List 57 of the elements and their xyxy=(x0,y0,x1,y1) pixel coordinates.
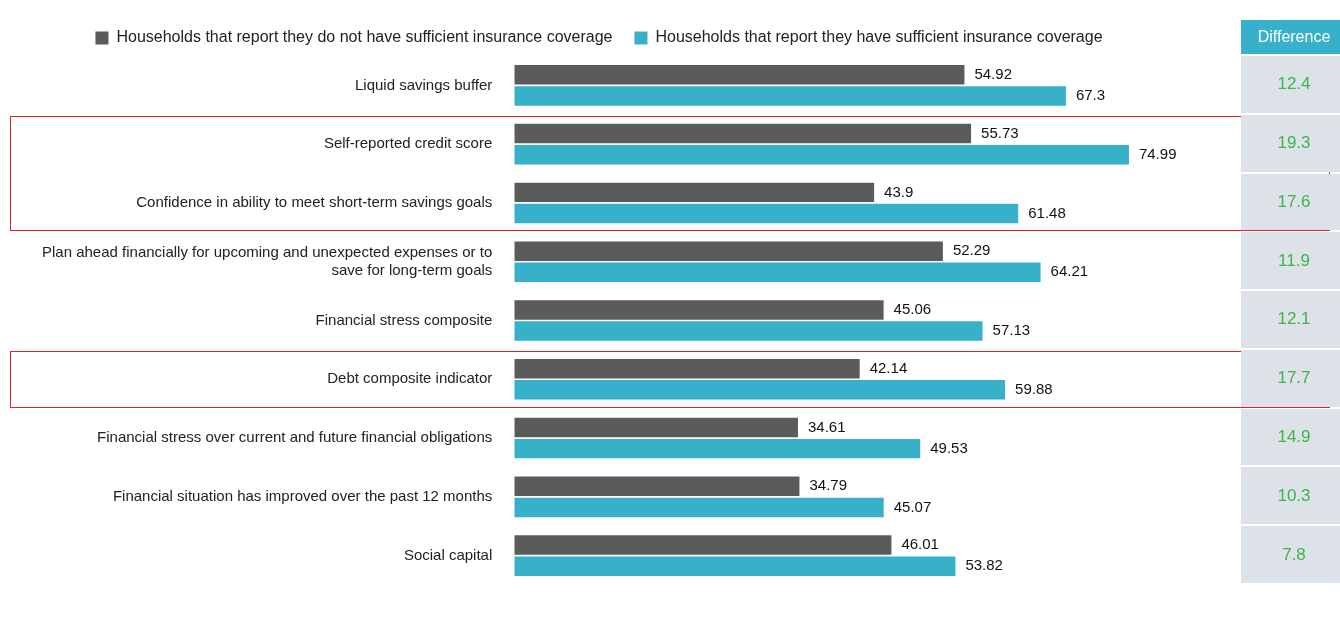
y-tick-label: Financial stress over current and future financial obligations xyxy=(97,428,493,446)
y-tick-label: Financial situation has improved over the past 12 months xyxy=(112,486,493,504)
bar xyxy=(514,380,1006,400)
y-tick-label: Liquid savings buffer xyxy=(354,75,493,93)
text: 17.6 xyxy=(1241,173,1340,231)
y-tick-label: Debt composite indicator xyxy=(327,369,493,387)
text: 11.9 xyxy=(1241,232,1340,290)
data-label: 49.53 xyxy=(930,438,968,456)
data-label: 52.29 xyxy=(952,241,991,259)
text: Difference xyxy=(1241,20,1340,54)
bar xyxy=(514,476,800,496)
legend-label: Households that report they do not have sufficient insurance coverage xyxy=(116,28,613,46)
bar xyxy=(514,417,798,438)
text: 10.3 xyxy=(1241,467,1340,525)
data-label: 34.79 xyxy=(809,476,847,494)
legend-label: Households that report they have sufficient insurance coverage xyxy=(655,28,1103,46)
y-tick-label: Social capital xyxy=(403,545,493,563)
text: 12.4 xyxy=(1241,56,1340,113)
data-label: 59.88 xyxy=(1015,380,1053,397)
data-label: 54.92 xyxy=(974,64,1012,82)
bar xyxy=(514,497,884,518)
bar xyxy=(514,182,875,203)
data-label: 55.73 xyxy=(981,123,1019,141)
y-tick-label: Financial stress composite xyxy=(315,310,493,328)
data-label: 45.07 xyxy=(893,497,932,515)
data-label: 43.9 xyxy=(884,182,914,200)
bar xyxy=(514,262,1041,283)
bar xyxy=(514,535,892,555)
y-tick-label: Self-reported credit score xyxy=(323,134,493,152)
bar xyxy=(514,145,1129,165)
data-label: 64.21 xyxy=(1050,262,1089,280)
text: 7.8 xyxy=(1241,526,1340,583)
data-label: 45.06 xyxy=(893,300,932,318)
data-label: 46.01 xyxy=(901,535,939,553)
bar xyxy=(514,86,1066,106)
bar xyxy=(514,123,972,144)
text: 12.1 xyxy=(1241,291,1340,348)
data-label: 67.3 xyxy=(1075,86,1106,104)
bar xyxy=(514,438,921,459)
text: 14.9 xyxy=(1241,408,1340,466)
bar xyxy=(514,556,956,576)
data-label: 53.82 xyxy=(965,556,1003,574)
bar xyxy=(514,203,1019,224)
bar xyxy=(514,241,943,261)
text: 17.7 xyxy=(1241,349,1340,407)
data-label: 34.61 xyxy=(807,417,846,435)
text: 19.3 xyxy=(1241,114,1340,172)
bar xyxy=(514,65,965,85)
data-label: 42.14 xyxy=(869,358,908,376)
data-label: 61.48 xyxy=(1028,203,1066,221)
bar xyxy=(514,358,860,379)
bar xyxy=(514,300,884,320)
bar xyxy=(514,321,983,341)
data-label: 74.99 xyxy=(1138,144,1177,162)
y-tick-label: Confidence in ability to meet short-term savings goals xyxy=(136,193,493,211)
y-tick-label: Plan ahead financially for upcoming and unexpected expenses or to save for long-term goals xyxy=(41,242,493,278)
data-label: 57.13 xyxy=(992,321,1031,339)
